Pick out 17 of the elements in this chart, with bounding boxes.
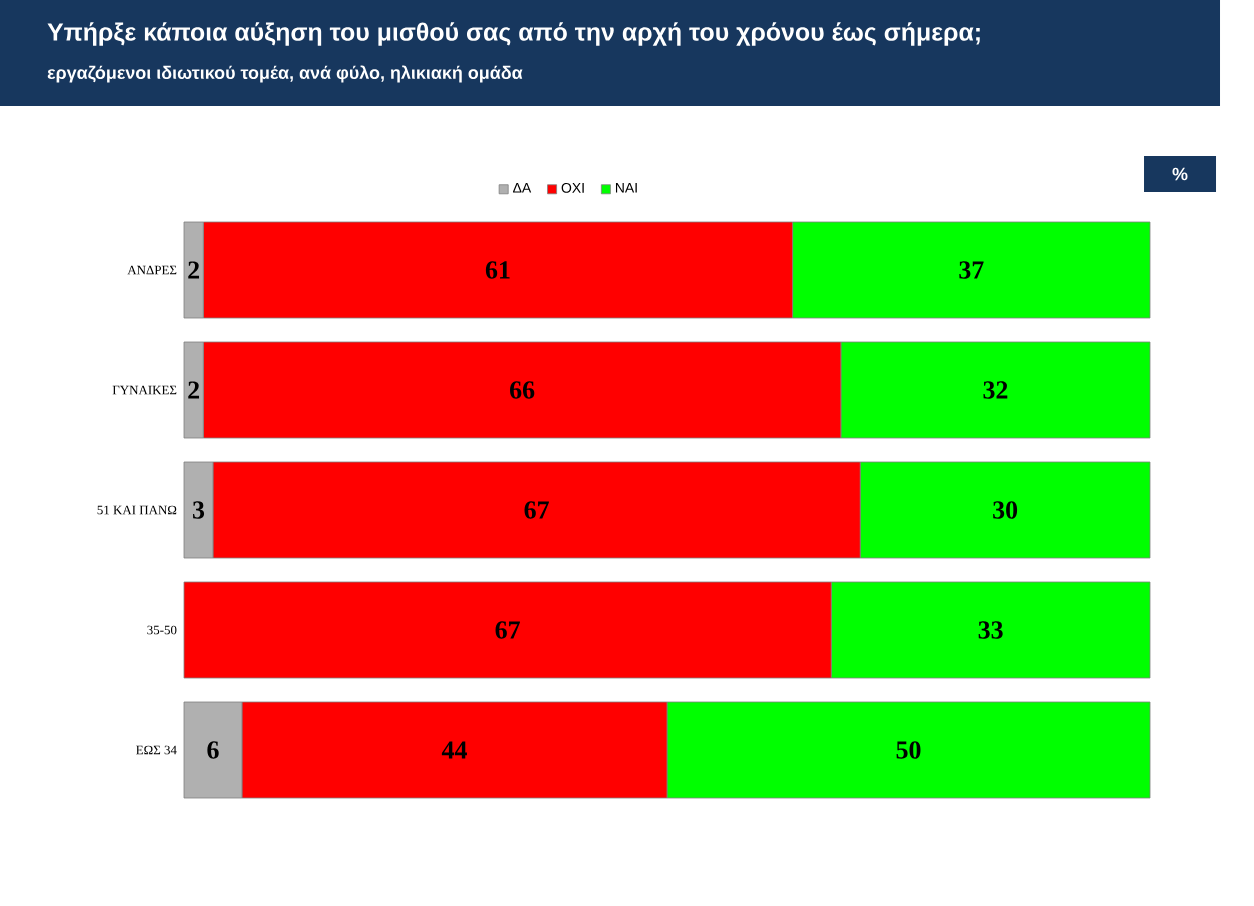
data-label: 44 <box>441 741 467 759</box>
data-label: 50 <box>896 741 921 759</box>
data-label: 2 <box>188 381 200 399</box>
data-label: 67 <box>495 621 520 639</box>
data-label: 32 <box>983 381 1008 399</box>
data-label: 37 <box>959 261 984 279</box>
data-label: 33 <box>978 621 1003 639</box>
data-label: 30 <box>993 501 1018 519</box>
chart-subtitle: εργαζόμενοι ιδιωτικού τομέα, ανά φύλο, ηλικιακή ομάδα <box>47 65 523 83</box>
data-label: 61 <box>485 261 510 279</box>
data-label: 2 <box>188 261 200 279</box>
data-label: 6 <box>207 741 219 759</box>
data-label: 66 <box>510 381 535 399</box>
data-label: 67 <box>524 501 549 519</box>
text: % <box>1172 167 1188 181</box>
data-label: 3 <box>192 501 205 519</box>
chart-title: Υπήρξε κάποια αύξηση του μισθού σας από την αρχή του χρόνου έως σήμερα; <box>47 22 980 46</box>
